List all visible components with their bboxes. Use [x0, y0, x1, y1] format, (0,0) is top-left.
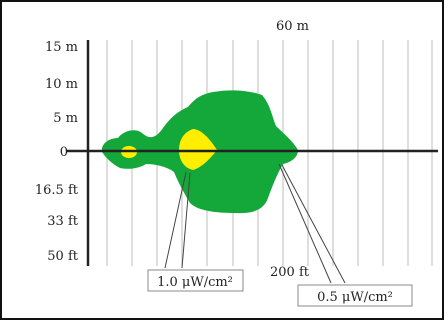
scale-label: 10 m	[45, 77, 78, 92]
callout-box	[147, 269, 244, 292]
leader-line	[181, 172, 191, 269]
leader-line	[164, 171, 187, 269]
vertical-scale: 15 m 10 m 5 m 0 16.5 ft 33 ft 50 ft	[35, 40, 79, 264]
callout-box	[297, 284, 413, 307]
inner-contour-main	[179, 129, 217, 170]
callout-inner: 1.0 μW/cm²	[147, 269, 244, 292]
callout-inner-label: 1.0 μW/cm²	[157, 275, 233, 290]
scale-label: 16.5 ft	[35, 183, 79, 198]
scale-label: 5 m	[53, 111, 78, 126]
scale-label: 33 ft	[47, 214, 78, 229]
leader-line	[281, 164, 346, 284]
callout-outer: 0.5 μW/cm²	[297, 284, 413, 307]
grid-lines	[106, 40, 433, 266]
top-distance-label: 60 m	[276, 19, 309, 34]
scale-label: 0	[60, 145, 68, 160]
scale-label: 50 ft	[47, 249, 78, 264]
scale-label: 15 m	[45, 40, 78, 55]
callout-outer-label: 0.5 μW/cm²	[317, 290, 393, 305]
callout-leaders	[164, 163, 346, 284]
leader-line	[278, 163, 332, 284]
bottom-distance-label: 200 ft	[270, 265, 310, 280]
